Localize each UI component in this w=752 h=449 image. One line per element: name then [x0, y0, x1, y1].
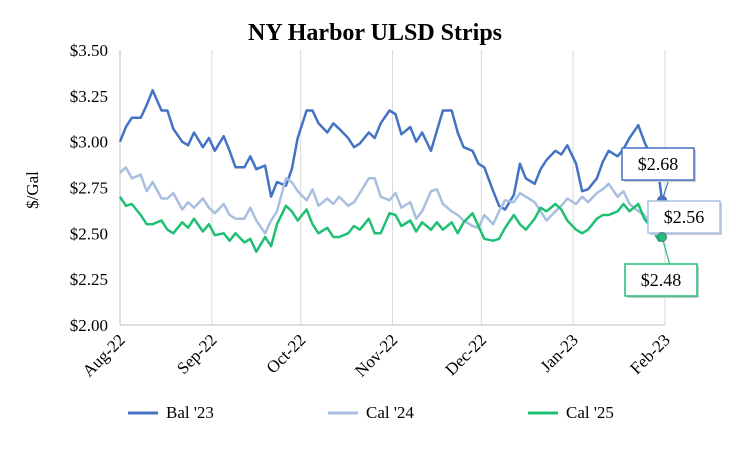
chart-title: NY Harbor ULSD Strips	[248, 20, 502, 46]
x-tick-label: Sep-22	[173, 330, 220, 377]
series-line-cal-25	[118, 196, 663, 253]
x-tick-label: Aug-22	[79, 330, 129, 380]
legend: Bal '23 Cal '24 Cal '25	[128, 403, 614, 422]
value-callouts: $2.68 $2.56 $2.48	[621, 147, 722, 298]
legend-label: Cal '25	[566, 403, 614, 422]
y-tick-label: $3.50	[70, 41, 108, 60]
x-tick-label: Oct-22	[263, 330, 310, 377]
x-tick-label: Jan-23	[537, 330, 582, 375]
axes	[119, 50, 665, 326]
gridlines	[119, 50, 666, 325]
x-tick-label: Feb-23	[626, 330, 673, 377]
callout-value-label: $2.56	[664, 207, 705, 227]
y-axis-label: $/Gal	[23, 171, 42, 209]
y-tick-label: $3.00	[70, 133, 108, 152]
y-tick-labels: $2.00 $2.25 $2.50 $2.75 $3.00 $3.25 $3.50	[70, 41, 108, 335]
series-end-marker	[657, 232, 668, 242]
series-line-bal-23	[118, 89, 664, 211]
y-tick-label: $2.50	[70, 224, 108, 243]
callout-value-label: $2.68	[638, 154, 679, 174]
callout-box	[624, 263, 698, 297]
x-tick-label: Nov-22	[351, 330, 401, 380]
legend-label: Cal '24	[366, 403, 414, 422]
y-tick-label: $2.00	[70, 316, 108, 335]
y-tick-label: $3.25	[70, 87, 108, 106]
y-tick-label: $2.75	[70, 179, 108, 198]
series-line-cal-24	[119, 166, 664, 235]
x-tick-labels: Aug-22 Sep-22 Oct-22 Nov-22 Dec-22 Jan-23 Feb-…	[79, 330, 674, 380]
x-tick-label: Dec-22	[441, 330, 490, 379]
series-lines	[118, 89, 664, 253]
y-tick-label: $2.25	[70, 270, 108, 289]
callout-box	[621, 147, 695, 181]
callout-box	[647, 200, 721, 234]
legend-label: Bal '23	[166, 403, 214, 422]
callout-value-label: $2.48	[641, 270, 682, 290]
